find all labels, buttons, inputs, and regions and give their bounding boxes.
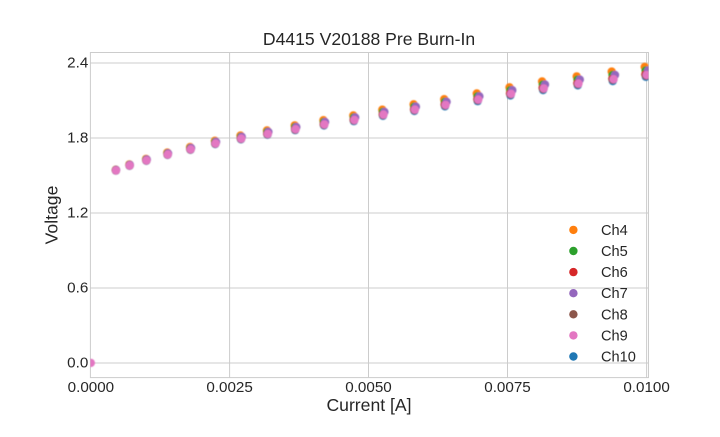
svg-text:0.0000: 0.0000 <box>68 379 114 396</box>
svg-text:2.4: 2.4 <box>67 55 88 72</box>
svg-text:Current [A]: Current [A] <box>326 395 411 415</box>
svg-text:Voltage: Voltage <box>42 186 62 245</box>
svg-text:0.0025: 0.0025 <box>206 379 252 396</box>
svg-text:0.6: 0.6 <box>67 280 88 297</box>
svg-text:0.0100: 0.0100 <box>623 379 669 396</box>
svg-text:1.8: 1.8 <box>67 130 88 147</box>
svg-text:Ch9: Ch9 <box>601 328 628 344</box>
svg-text:Ch4: Ch4 <box>601 223 628 239</box>
svg-text:Ch7: Ch7 <box>601 286 628 302</box>
svg-text:Ch8: Ch8 <box>601 307 628 323</box>
svg-text:Ch5: Ch5 <box>601 244 628 260</box>
svg-text:Ch6: Ch6 <box>601 265 628 281</box>
svg-text:0.0075: 0.0075 <box>484 379 530 396</box>
svg-text:0.0: 0.0 <box>67 355 88 372</box>
svg-text:0.0050: 0.0050 <box>345 379 391 396</box>
svg-text:1.2: 1.2 <box>67 205 88 222</box>
svg-text:Ch10: Ch10 <box>601 350 636 366</box>
svg-text:D4415 V20188 Pre Burn-In: D4415 V20188 Pre Burn-In <box>263 29 475 49</box>
